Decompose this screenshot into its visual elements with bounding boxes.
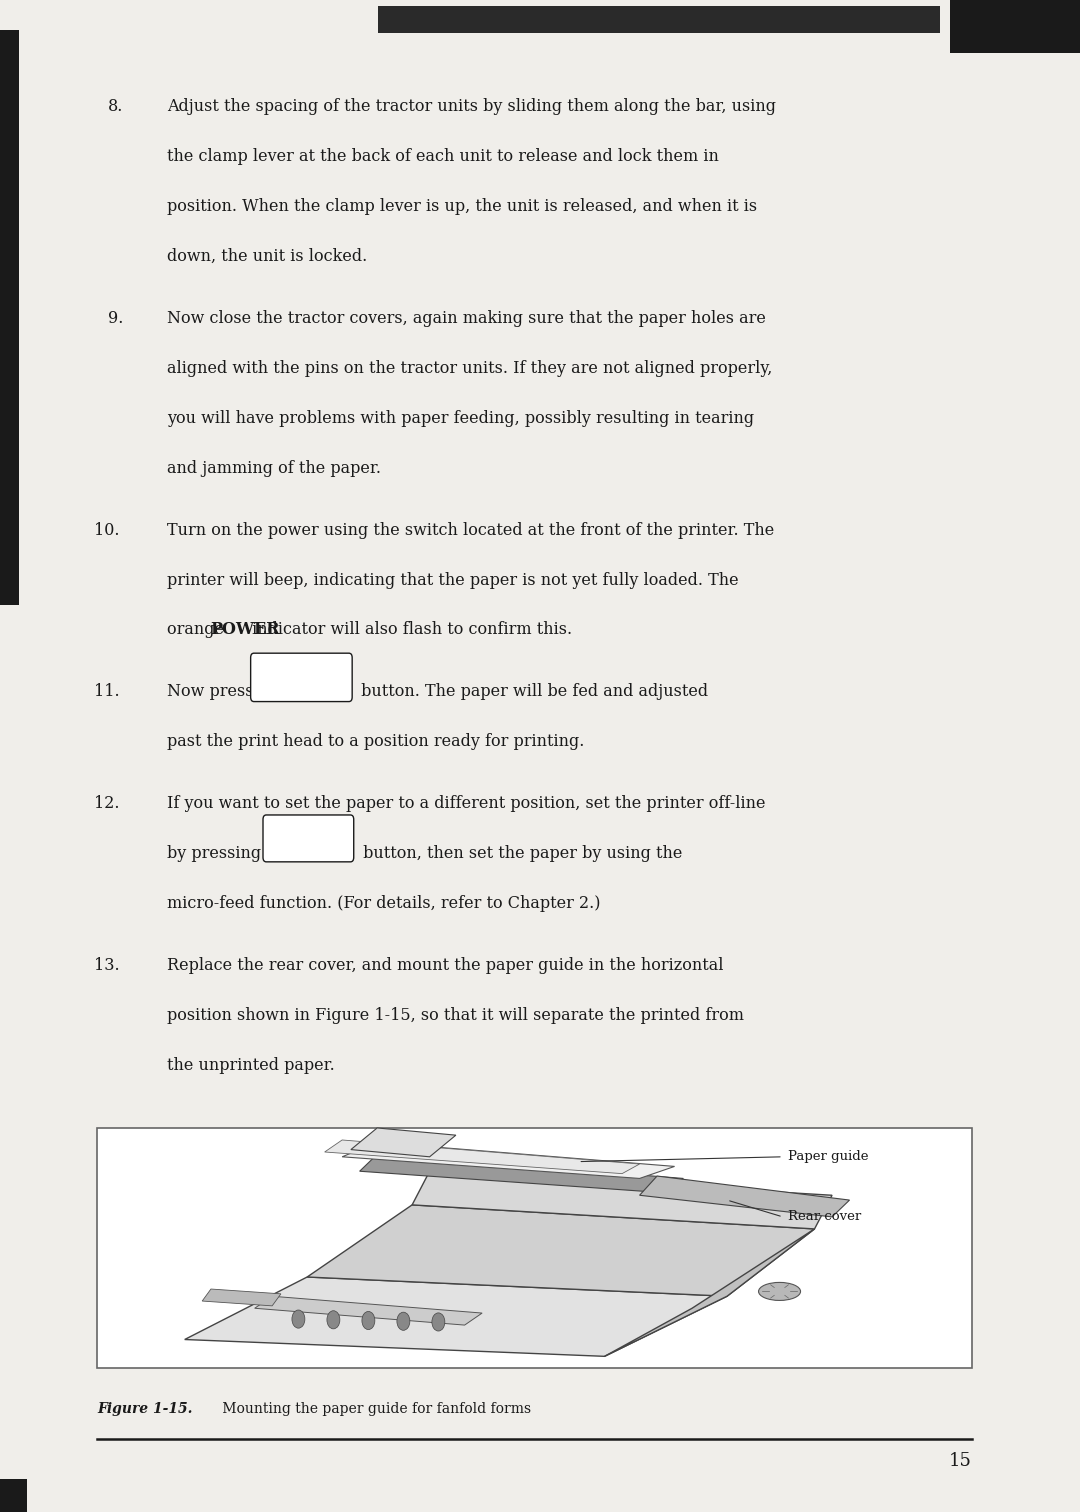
Polygon shape [360,1154,684,1193]
Text: Replace the rear cover, and mount the paper guide in the horizontal: Replace the rear cover, and mount the pa… [167,957,724,974]
Ellipse shape [758,1282,800,1300]
Text: Mounting the paper guide for fanfold forms: Mounting the paper guide for fanfold for… [218,1402,531,1415]
Text: POWER: POWER [211,621,280,638]
Text: the clamp lever at the back of each unit to release and lock them in: the clamp lever at the back of each unit… [167,148,719,165]
Text: Turn on the power using the switch located at the front of the printer. The: Turn on the power using the switch locat… [167,522,774,538]
Text: button. The paper will be fed and adjusted: button. The paper will be fed and adjust… [356,683,708,700]
Text: Figure 1-15.: Figure 1-15. [97,1402,192,1415]
Text: 9.: 9. [108,310,123,327]
Text: Adjust the spacing of the tractor units by sliding them along the bar, using: Adjust the spacing of the tractor units … [167,98,777,115]
Text: button, then set the paper by using the: button, then set the paper by using the [359,845,683,862]
Text: you will have problems with paper feeding, possibly resulting in tearing: you will have problems with paper feedin… [167,410,755,426]
Text: position. When the clamp lever is up, the unit is released, and when it is: position. When the clamp lever is up, th… [167,198,757,215]
Polygon shape [351,1128,456,1157]
Text: Now close the tractor covers, again making sure that the paper holes are: Now close the tractor covers, again maki… [167,310,767,327]
Circle shape [396,1312,409,1331]
Bar [97,1128,972,1368]
Text: 12.: 12. [94,795,120,812]
Circle shape [432,1312,445,1331]
Text: printer will beep, indicating that the paper is not yet fully loaded. The: printer will beep, indicating that the p… [167,572,739,588]
Polygon shape [255,1296,482,1325]
Polygon shape [185,1278,727,1356]
Text: If you want to set the paper to a different position, set the printer off-line: If you want to set the paper to a differ… [167,795,766,812]
FancyBboxPatch shape [264,815,354,862]
Text: the unprinted paper.: the unprinted paper. [167,1057,335,1074]
Circle shape [327,1311,340,1329]
Text: position shown in Figure 1-15, so that it will separate the printed from: position shown in Figure 1-15, so that i… [167,1007,744,1024]
Text: 10.: 10. [94,522,120,538]
Bar [0,1479,27,1512]
Bar [0,30,19,605]
Text: past the print head to a position ready for printing.: past the print head to a position ready … [167,733,584,750]
Polygon shape [202,1290,281,1306]
Text: ON LINE: ON LINE [279,851,338,865]
Text: Now press the: Now press the [167,683,291,700]
Polygon shape [342,1143,675,1178]
Text: down, the unit is locked.: down, the unit is locked. [167,248,367,265]
Bar [378,6,940,33]
Text: 8.: 8. [108,98,123,115]
Text: Rear cover: Rear cover [788,1211,862,1223]
Polygon shape [605,1229,814,1356]
Polygon shape [325,1140,639,1173]
Text: by pressing the: by pressing the [167,845,298,862]
Text: SET/EJECT
PARK: SET/EJECT PARK [273,685,329,702]
Polygon shape [307,1205,814,1296]
Text: aligned with the pins on the tractor units. If they are not aligned properly,: aligned with the pins on the tractor uni… [167,360,773,376]
Text: orange: orange [167,621,230,638]
Text: micro-feed function. (For details, refer to Chapter 2.): micro-feed function. (For details, refer… [167,895,600,912]
Text: 15: 15 [949,1452,972,1470]
Polygon shape [413,1172,832,1229]
FancyBboxPatch shape [251,653,352,702]
Text: 11.: 11. [94,683,120,700]
Text: and jamming of the paper.: and jamming of the paper. [167,460,381,476]
Bar [950,0,1080,53]
Text: 13.: 13. [94,957,120,974]
Polygon shape [639,1176,850,1217]
Text: Paper guide: Paper guide [788,1151,868,1163]
Text: indicator will also flash to confirm this.: indicator will also flash to confirm thi… [247,621,572,638]
Circle shape [292,1309,305,1328]
Circle shape [362,1311,375,1329]
